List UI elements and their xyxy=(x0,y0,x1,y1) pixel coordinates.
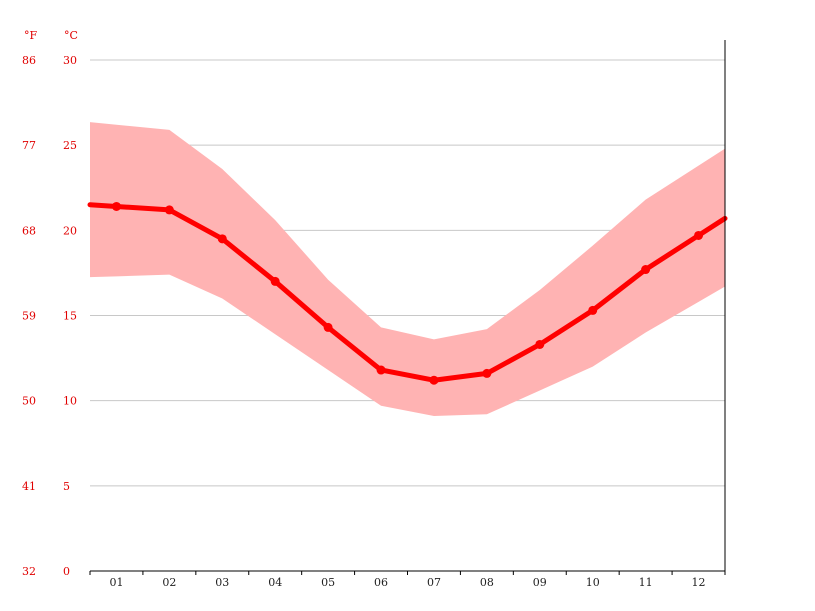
month-tick-label: 11 xyxy=(639,576,653,589)
fahrenheit-unit-label: °F xyxy=(24,29,38,42)
mean-temperature-line xyxy=(87,202,728,383)
fahrenheit-tick-label: 68 xyxy=(22,224,36,237)
fahrenheit-tick-label: 59 xyxy=(22,310,36,323)
fahrenheit-tick-label: 86 xyxy=(22,54,36,67)
celsius-tick-label: 25 xyxy=(63,139,77,152)
mean-temperature-point xyxy=(588,305,598,315)
celsius-tick-label: 10 xyxy=(63,395,77,408)
month-tick-label: 04 xyxy=(268,576,282,589)
mean-temperature-point xyxy=(641,265,651,275)
celsius-tick-label: 5 xyxy=(63,480,70,493)
fahrenheit-tick-label: 77 xyxy=(22,139,36,152)
mean-temperature-point xyxy=(535,339,545,349)
fahrenheit-tick-label: 41 xyxy=(22,480,36,493)
celsius-unit-label: °C xyxy=(64,29,78,42)
fahrenheit-axis: 32 41 50 59 68 77 86 xyxy=(22,54,36,578)
mean-temperature-point xyxy=(482,368,492,378)
celsius-tick-label: 30 xyxy=(63,54,77,67)
temperature-range-band xyxy=(90,122,725,416)
month-tick-label: 08 xyxy=(480,576,494,589)
month-tick-label: 10 xyxy=(586,576,600,589)
mean-temperature-point xyxy=(429,375,439,385)
mean-temperature-point xyxy=(323,322,333,332)
month-tick-label: 09 xyxy=(533,576,547,589)
month-tick-label: 05 xyxy=(321,576,335,589)
mean-temperature-point xyxy=(694,230,704,240)
fahrenheit-tick-label: 32 xyxy=(22,565,36,578)
mean-temperature-point xyxy=(111,201,121,211)
month-tick-label: 06 xyxy=(374,576,388,589)
fahrenheit-tick-label: 50 xyxy=(22,395,36,408)
mean-temperature-point xyxy=(164,205,174,215)
mean-temperature-point xyxy=(270,276,280,286)
month-tick-label: 02 xyxy=(162,576,176,589)
celsius-axis: 0 5 10 15 20 25 30 xyxy=(63,54,77,578)
mean-temperature-point xyxy=(217,234,227,244)
month-tick-label: 07 xyxy=(427,576,441,589)
range-band-area xyxy=(90,122,725,416)
mean-temperature-point xyxy=(376,365,386,375)
celsius-tick-label: 15 xyxy=(63,310,77,323)
month-tick-label: 03 xyxy=(215,576,229,589)
month-tick-label: 12 xyxy=(692,576,706,589)
x-axis xyxy=(89,40,726,575)
celsius-tick-label: 0 xyxy=(63,565,70,578)
mean-temperature-series xyxy=(87,201,728,385)
month-tick-label: 01 xyxy=(109,576,123,589)
celsius-tick-label: 20 xyxy=(63,224,77,237)
month-axis-labels: 01 02 03 04 05 06 07 08 09 10 11 12 xyxy=(109,576,705,589)
